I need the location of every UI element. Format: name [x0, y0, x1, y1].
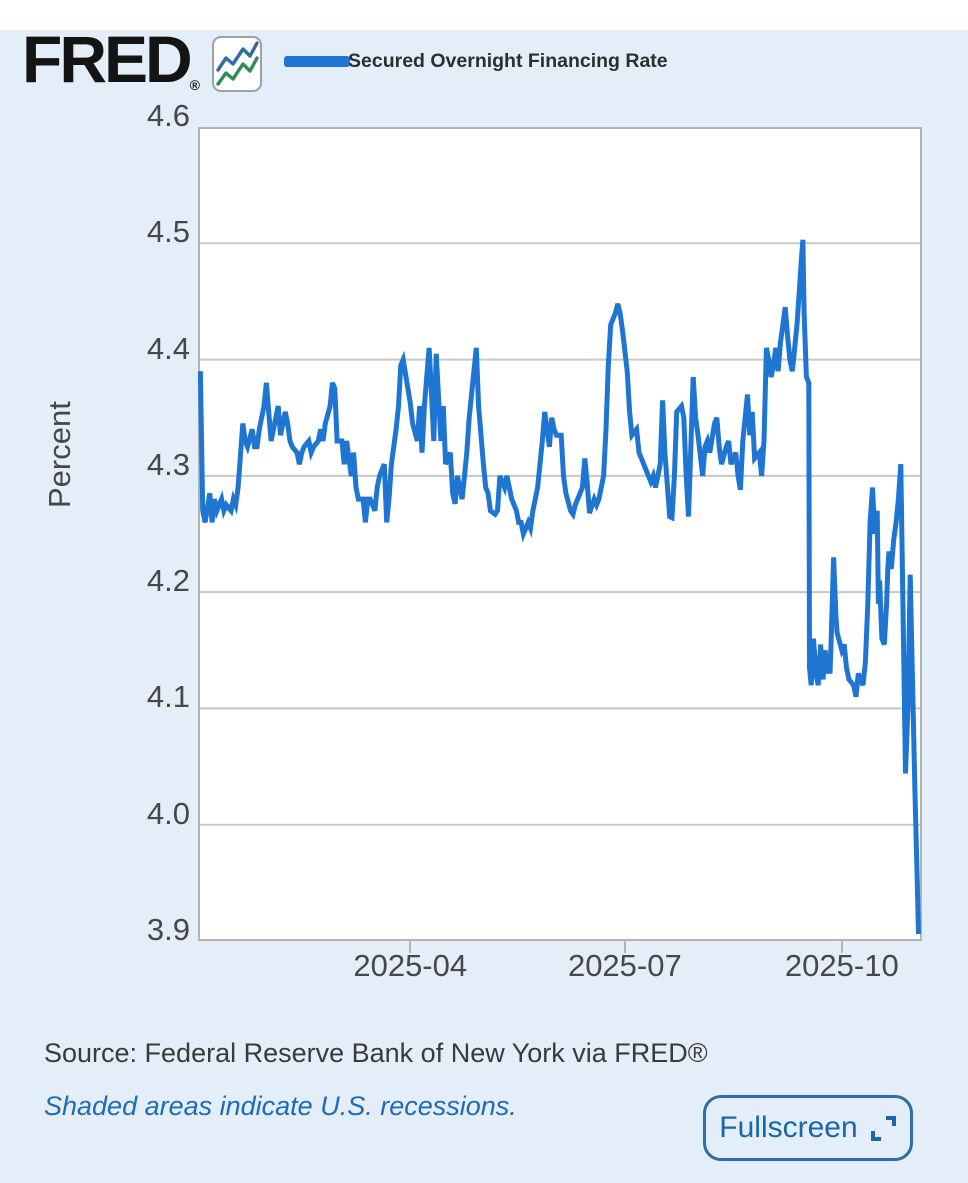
source-attribution: Source: Federal Reserve Bank of New York… — [44, 1038, 708, 1068]
x-tick-mark — [623, 941, 626, 953]
fred-logo: FRED® — [22, 26, 200, 118]
x-tick-mark — [840, 941, 843, 953]
y-tick-label: 4.5 — [146, 214, 190, 250]
fullscreen-expand-icon — [870, 1115, 896, 1141]
sofr-line-chart — [198, 127, 922, 941]
y-tick-label: 4.2 — [146, 563, 190, 599]
recession-note: Shaded areas indicate U.S. recessions. — [44, 1091, 517, 1121]
fred-logo-text: FRED — [22, 22, 193, 96]
fred-chart-icon — [212, 36, 262, 92]
registered-trademark-icon: ® — [189, 77, 200, 93]
x-tick-label: 2025-07 — [567, 948, 682, 983]
y-tick-label: 4.6 — [146, 98, 190, 133]
y-tick-label: 4.1 — [146, 679, 190, 715]
x-tick-label: 2025-04 — [353, 948, 468, 983]
y-tick-label: 3.9 — [146, 912, 190, 947]
fullscreen-label: Fullscreen — [719, 1111, 858, 1144]
y-tick-label: 4.4 — [146, 330, 190, 366]
top-strip — [0, 0, 968, 30]
fullscreen-button[interactable]: Fullscreen — [703, 1095, 913, 1161]
legend-label: Secured Overnight Financing Rate — [348, 50, 668, 72]
legend-line-swatch — [284, 56, 350, 67]
x-tick-mark — [409, 941, 412, 953]
x-tick-label: 2025-10 — [784, 948, 899, 983]
y-tick-label: 4.0 — [146, 795, 190, 831]
line-chart-glyph-icon — [216, 41, 259, 86]
y-tick-label: 4.3 — [146, 446, 190, 482]
